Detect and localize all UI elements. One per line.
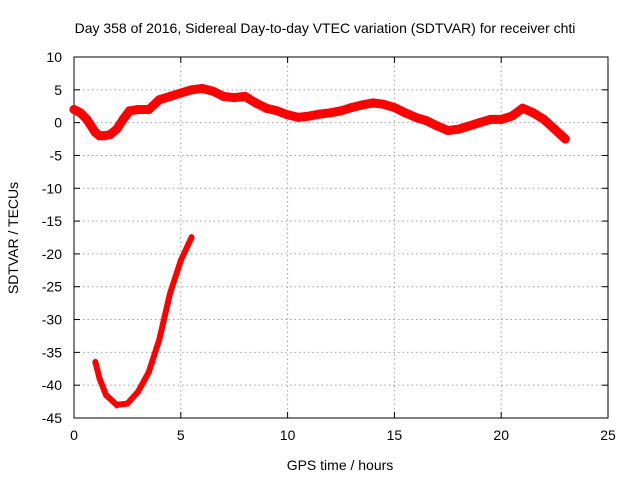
data-point-upper-band-40 [443, 126, 453, 136]
data-point-lower-curve-5 [135, 388, 142, 395]
data-point-upper-band-28 [315, 109, 325, 119]
data-point-upper-band-7 [105, 129, 115, 139]
x-tick-label-2: 10 [280, 427, 296, 443]
data-point-upper-band-45 [496, 114, 506, 124]
data-point-upper-band-30 [336, 106, 346, 116]
data-point-upper-band-50 [550, 124, 560, 134]
y-tick-label-4: -10 [42, 180, 62, 196]
y-tick-label-1: 5 [54, 82, 62, 98]
data-point-upper-band-34 [379, 99, 389, 109]
data-point-upper-band-46 [507, 111, 517, 121]
data-point-upper-band-13 [154, 95, 164, 105]
data-point-upper-band-39 [432, 121, 442, 131]
x-tick-label-4: 20 [493, 427, 509, 443]
data-point-upper-band-18 [208, 86, 218, 96]
y-tick-label-10: -40 [42, 377, 62, 393]
data-point-upper-band-22 [251, 98, 261, 108]
data-point-upper-band-21 [240, 91, 250, 101]
data-point-lower-curve-1 [96, 375, 103, 382]
data-point-upper-band-24 [272, 106, 282, 116]
data-point-upper-band-37 [411, 112, 421, 122]
data-point-upper-band-47 [518, 103, 528, 113]
data-point-lower-curve-7 [156, 336, 163, 343]
data-point-upper-band-38 [421, 116, 431, 126]
data-point-lower-curve-4 [124, 400, 131, 407]
data-point-upper-band-25 [283, 110, 293, 120]
data-point-upper-band-42 [464, 121, 474, 131]
data-point-lower-curve-0 [92, 359, 99, 366]
plot-frame [73, 56, 609, 419]
data-point-upper-band-14 [165, 91, 175, 101]
data-point-upper-band-20 [229, 93, 239, 103]
data-point-upper-band-33 [368, 98, 378, 108]
data-point-upper-band-9 [118, 114, 128, 124]
x-tick-label-5: 25 [600, 427, 616, 443]
series-upper-band-texture [72, 86, 567, 143]
y-tick-label-9: -35 [42, 344, 62, 360]
data-point-upper-band-11 [133, 105, 143, 115]
data-point-upper-band-49 [539, 114, 549, 124]
y-tick-label-8: -30 [42, 312, 62, 328]
data-point-upper-band-26 [293, 112, 303, 122]
data-point-upper-band-27 [304, 111, 314, 121]
data-series [69, 84, 570, 409]
data-point-upper-band-32 [357, 100, 367, 110]
data-point-upper-band-29 [325, 108, 335, 118]
data-point-upper-band-44 [486, 114, 496, 124]
y-tick-label-6: -20 [42, 246, 62, 262]
x-axis-label: GPS time / hours [287, 457, 394, 473]
y-tick-label-11: -45 [42, 410, 62, 426]
data-point-upper-band-2 [82, 114, 92, 124]
data-point-upper-band-48 [528, 108, 538, 118]
data-point-upper-band-16 [186, 85, 196, 95]
data-point-lower-curve-9 [177, 257, 184, 264]
y-tick-label-3: -5 [50, 147, 63, 163]
data-point-upper-band-19 [219, 91, 229, 101]
data-point-upper-band-41 [453, 124, 463, 134]
data-point-lower-curve-10 [188, 234, 195, 241]
y-axis-label: SDTVAR / TECUs [5, 182, 21, 294]
data-point-upper-band-36 [400, 108, 410, 118]
data-point-lower-curve-2 [103, 392, 110, 399]
data-point-upper-band-35 [389, 103, 399, 113]
chart-title: Day 358 of 2016, Sidereal Day-to-day VTE… [75, 20, 576, 36]
data-point-upper-band-51 [560, 134, 570, 144]
axis-ticks: 0 5 10 15 20 25 10 5 0 -5 -10 -15 -20 -25 -30 -35 -40 -45 [42, 49, 616, 443]
data-point-upper-band-43 [475, 118, 485, 128]
data-point-upper-band-31 [347, 103, 357, 113]
data-point-upper-band-1 [75, 108, 85, 118]
data-point-upper-band-10 [125, 106, 135, 116]
data-point-upper-band-3 [86, 121, 96, 131]
data-point-lower-curve-8 [167, 290, 174, 297]
data-point-upper-band-17 [197, 84, 207, 94]
data-point-upper-band-8 [112, 124, 122, 134]
data-point-upper-band-23 [261, 103, 271, 113]
data-point-lower-curve-3 [113, 401, 120, 408]
data-point-lower-curve-6 [145, 369, 152, 376]
data-point-upper-band-15 [176, 88, 186, 98]
data-point-upper-band-12 [144, 105, 154, 115]
y-tick-label-0: 10 [46, 49, 62, 65]
y-tick-label-2: 0 [54, 115, 62, 131]
x-tick-label-3: 15 [387, 427, 403, 443]
y-tick-label-7: -25 [42, 279, 62, 295]
y-tick-label-5: -15 [42, 213, 62, 229]
grid-lines [74, 57, 608, 418]
x-tick-label-0: 0 [70, 427, 78, 443]
x-tick-label-1: 5 [177, 427, 185, 443]
series-lower-curve-texture [93, 234, 193, 409]
